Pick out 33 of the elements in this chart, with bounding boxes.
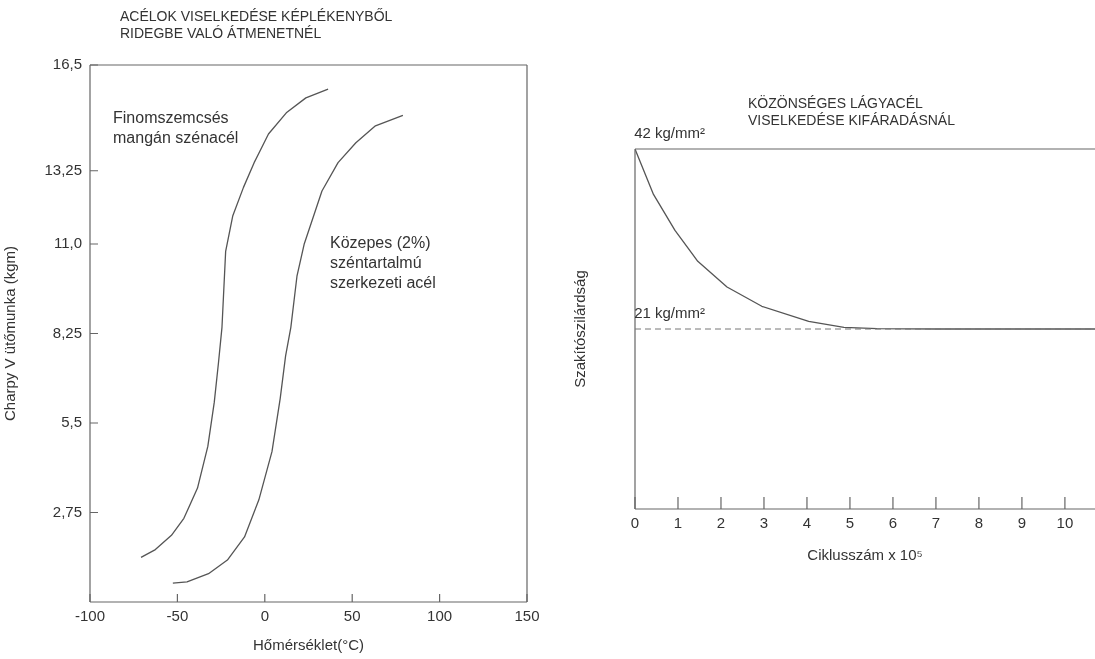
x-tick-label: 10	[1056, 514, 1074, 532]
x-tick-label: 8	[974, 514, 984, 532]
y-tick-label: 16,5	[52, 55, 82, 73]
x-tick-label: -100	[74, 607, 106, 625]
x-tick-label: 0	[260, 607, 269, 625]
x-axis-title: Ciklusszám x 10⁵	[807, 546, 923, 564]
x-tick-label: 0	[630, 514, 640, 532]
series-label: Közepes (2%) széntartalmú szerkezeti acél	[330, 234, 436, 292]
x-tick-label: 2	[716, 514, 726, 532]
chart-title: KÖZÖNSÉGES LÁGYACÉL VISELKEDÉSE KIFÁRADÁSNÁL	[748, 95, 956, 129]
series-label: Finomszemcsés mangán szénacél	[113, 109, 239, 147]
chart-title: ACÉLOK VISELKEDÉSE KÉPLÉKENYBŐL RIDEGBE VALÓ ÁTMENETNÉL	[120, 8, 393, 42]
x-tick-label: 6	[888, 514, 898, 532]
x-tick-label: 5	[845, 514, 855, 532]
y-axis-title: Szakítószilárdság	[571, 270, 589, 388]
x-tick-label: 4	[802, 514, 812, 532]
y-tick-label: 5,5	[61, 413, 82, 431]
y-tick-label: 42 kg/mm²	[634, 123, 705, 141]
x-tick-label: 50	[343, 607, 361, 625]
x-tick-label: 150	[514, 607, 540, 625]
x-tick-label: 100	[427, 607, 453, 625]
y-tick-label: 8,25	[52, 323, 82, 341]
y-tick-label: 2,75	[52, 502, 82, 520]
x-tick-label: -50	[166, 607, 189, 625]
y-tick-label: 11,0	[53, 234, 82, 252]
x-axis-title: Hőmérséklet(°C)	[252, 636, 365, 654]
y-axis-title: Charpy V ütőmunka (kgm)	[1, 245, 19, 422]
x-tick-label: 9	[1017, 514, 1027, 532]
x-tick-label: 7	[931, 514, 941, 532]
y-tick-label: 13,25	[44, 160, 82, 178]
x-tick-label: 3	[759, 514, 769, 532]
x-tick-label: 1	[673, 514, 683, 532]
y-tick-label: 21 kg/mm²	[634, 303, 705, 321]
